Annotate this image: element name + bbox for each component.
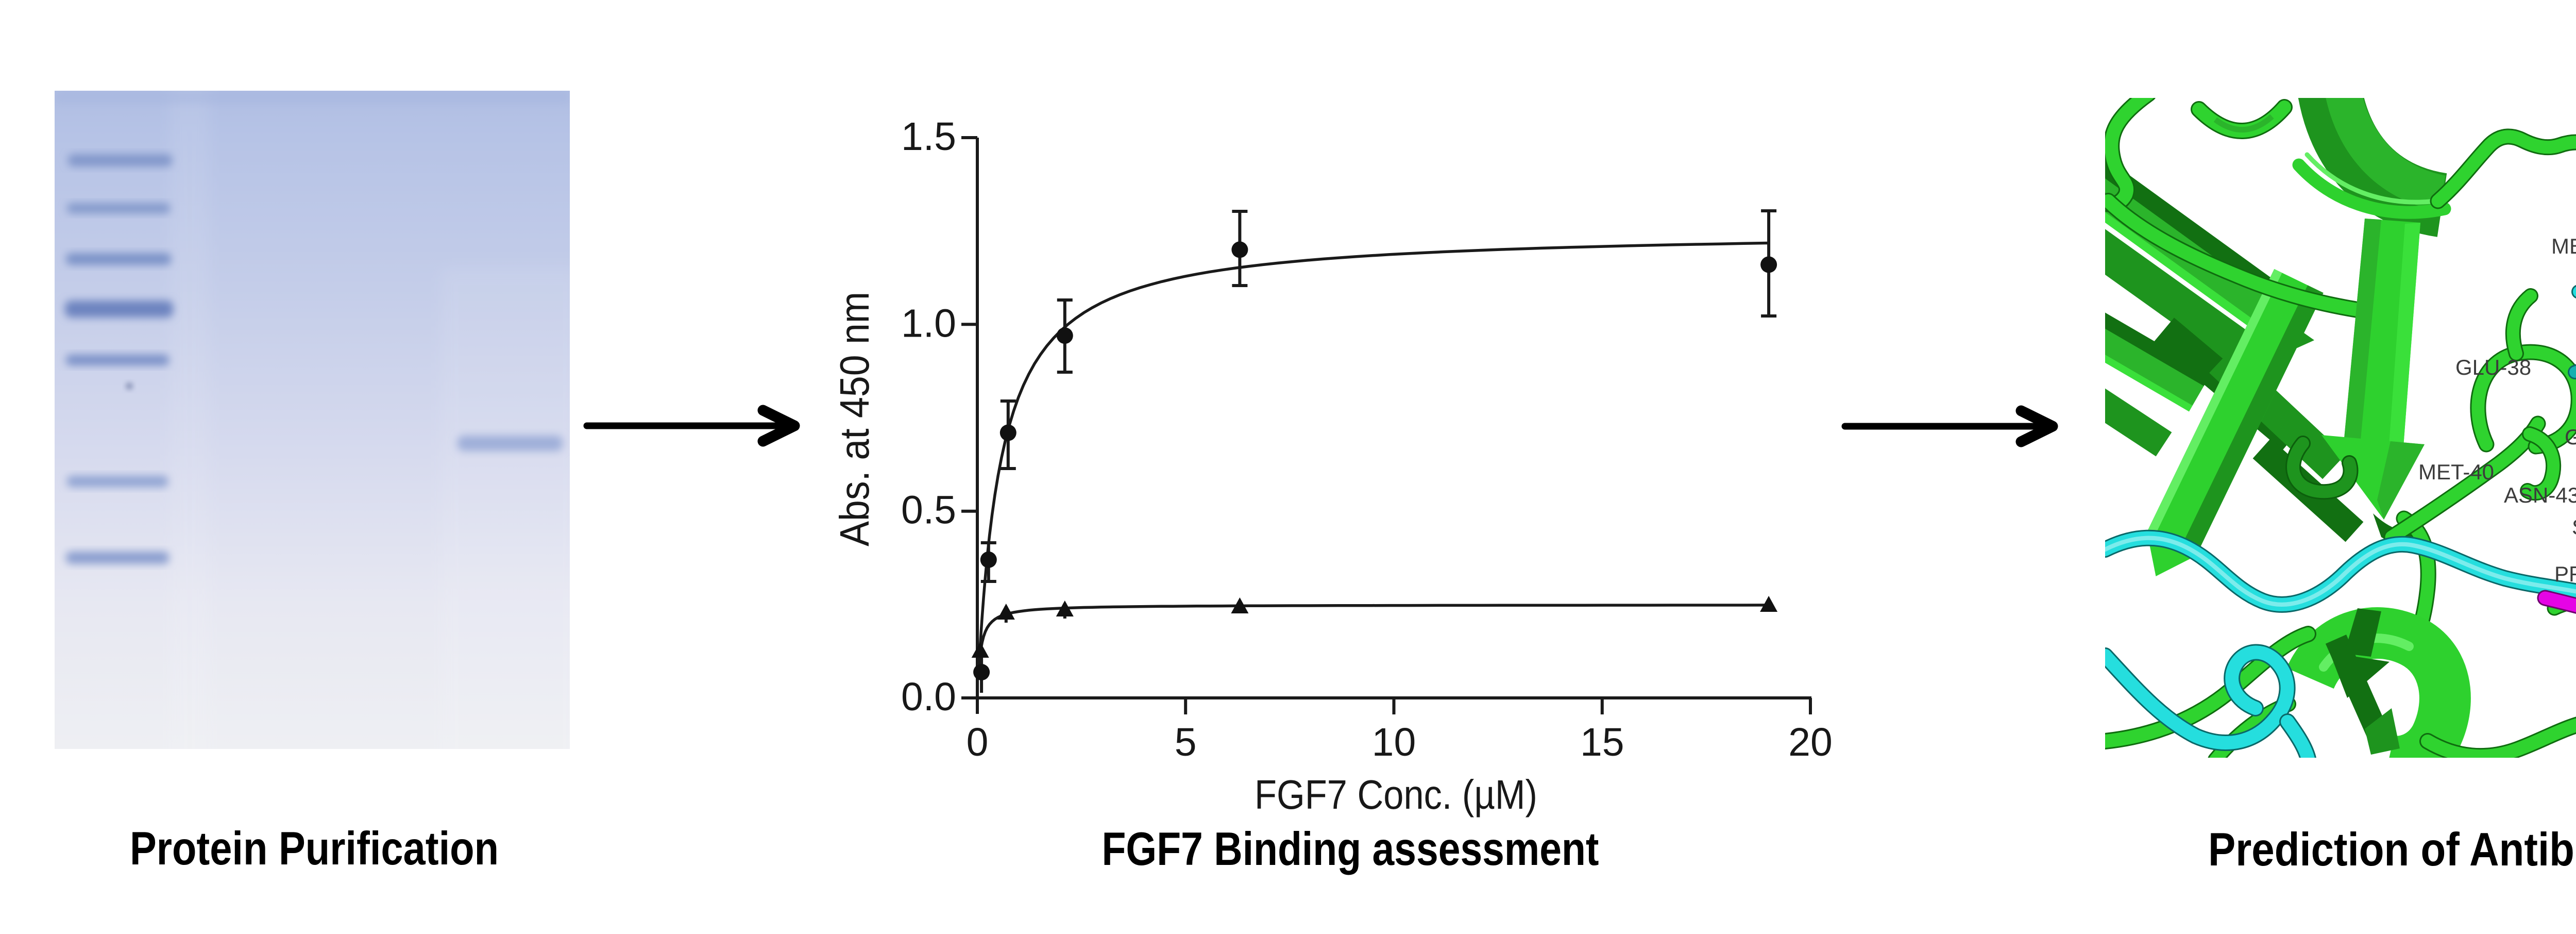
svg-text:Abs. at 450 nm: Abs. at 450 nm (832, 292, 877, 546)
svg-text:1.0: 1.0 (901, 301, 956, 345)
svg-text:MET-91: MET-91 (2551, 234, 2576, 258)
svg-text:SER-48: SER-48 (2572, 515, 2576, 539)
svg-text:GLN-39: GLN-39 (2565, 425, 2576, 449)
svg-text:Protein Purification: Protein Purification (130, 823, 499, 875)
svg-text:Prediction of Antibody-FGF7 In: Prediction of Antibody-FGF7 Interactions (2208, 824, 2576, 876)
svg-text:0: 0 (967, 720, 989, 764)
svg-text:FGF7 Conc. (µM): FGF7 Conc. (µM) (1255, 772, 1537, 818)
svg-text:5: 5 (1175, 720, 1197, 764)
svg-text:ASN-43: ASN-43 (2504, 483, 2576, 507)
svg-text:GLU-38: GLU-38 (2455, 355, 2531, 379)
svg-text:FGF7 Binding assessment: FGF7 Binding assessment (1102, 823, 1599, 875)
svg-text:15: 15 (1580, 720, 1624, 764)
svg-text:MET-40: MET-40 (2418, 460, 2494, 484)
svg-text:0.0: 0.0 (901, 675, 956, 719)
svg-text:PRO-49: PRO-49 (2554, 562, 2576, 586)
svg-text:1.5: 1.5 (901, 114, 956, 159)
svg-text:20: 20 (1788, 720, 1833, 764)
svg-text:10: 10 (1372, 720, 1416, 764)
svg-text:0.5: 0.5 (901, 488, 956, 532)
